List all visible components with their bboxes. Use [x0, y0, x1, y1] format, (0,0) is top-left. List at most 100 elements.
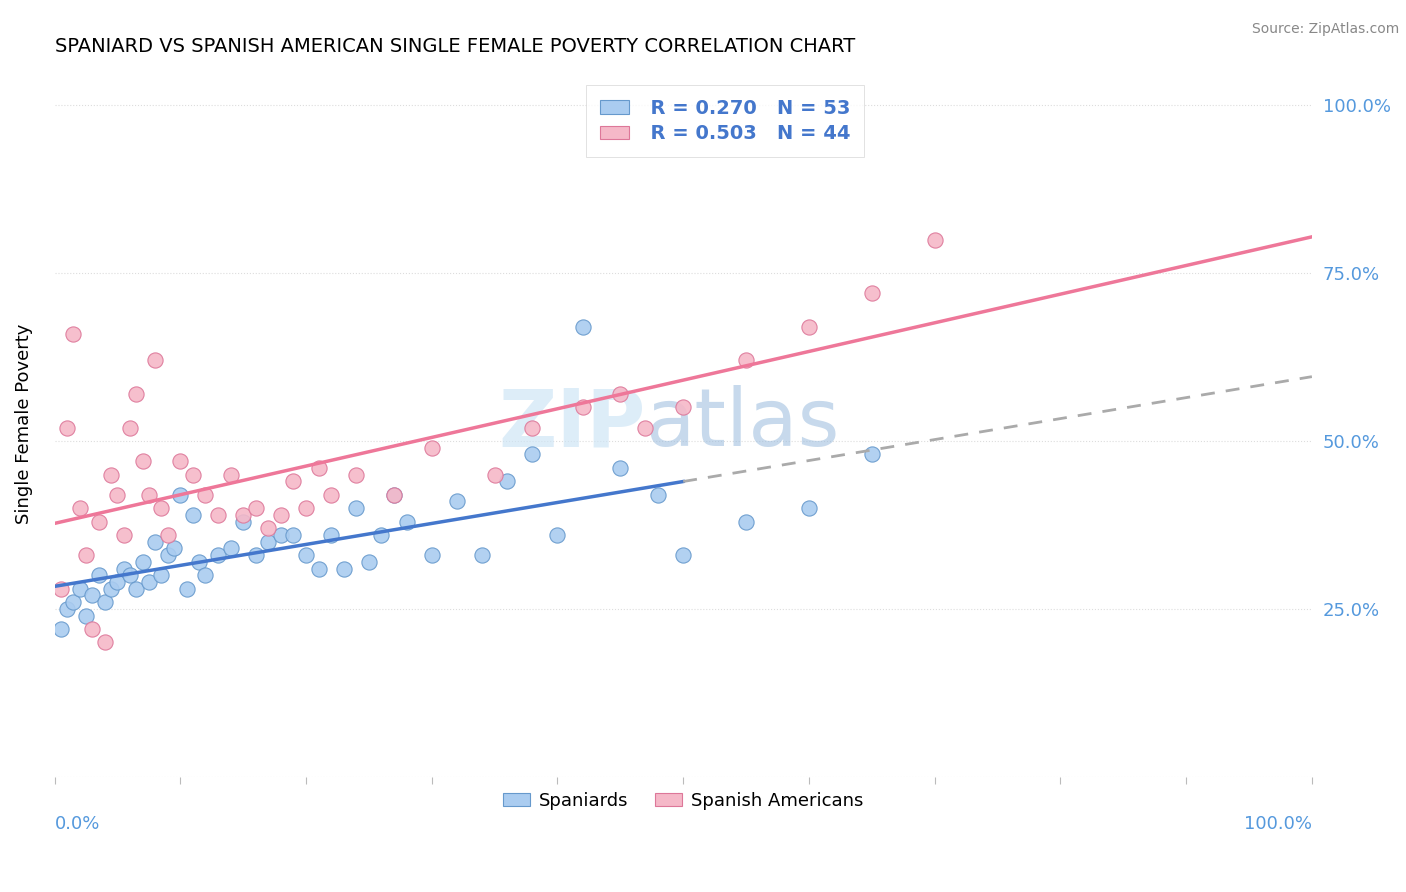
Point	[321, 528, 343, 542]
Point	[163, 541, 186, 556]
Text: SPANIARD VS SPANISH AMERICAN SINGLE FEMALE POVERTY CORRELATION CHART: SPANIARD VS SPANISH AMERICAN SINGLE FEMA…	[55, 37, 855, 56]
Point	[49, 622, 72, 636]
Point	[308, 460, 330, 475]
Point	[56, 602, 79, 616]
Point	[156, 548, 179, 562]
Point	[860, 447, 883, 461]
Point	[82, 588, 104, 602]
Point	[87, 568, 110, 582]
Point	[395, 515, 418, 529]
Point	[87, 515, 110, 529]
Point	[118, 420, 141, 434]
Point	[672, 401, 695, 415]
Point	[370, 528, 392, 542]
Point	[82, 622, 104, 636]
Point	[94, 635, 117, 649]
Point	[295, 501, 318, 516]
Legend: Spaniards, Spanish Americans: Spaniards, Spanish Americans	[495, 784, 872, 817]
Point	[344, 501, 367, 516]
Point	[207, 548, 229, 562]
Point	[62, 595, 84, 609]
Point	[181, 467, 204, 482]
Point	[571, 401, 593, 415]
Point	[797, 501, 820, 516]
Point	[207, 508, 229, 522]
Point	[125, 582, 148, 596]
Point	[49, 582, 72, 596]
Point	[797, 319, 820, 334]
Text: 100.0%: 100.0%	[1244, 815, 1312, 833]
Point	[735, 515, 758, 529]
Point	[357, 555, 380, 569]
Point	[672, 548, 695, 562]
Point	[105, 488, 128, 502]
Point	[194, 568, 217, 582]
Point	[150, 501, 173, 516]
Point	[609, 460, 631, 475]
Point	[75, 608, 97, 623]
Point	[446, 494, 468, 508]
Point	[100, 467, 122, 482]
Point	[522, 447, 544, 461]
Point	[69, 582, 91, 596]
Point	[131, 555, 153, 569]
Point	[194, 488, 217, 502]
Point	[647, 488, 669, 502]
Point	[118, 568, 141, 582]
Point	[94, 595, 117, 609]
Text: 0.0%: 0.0%	[55, 815, 100, 833]
Point	[112, 528, 135, 542]
Point	[270, 528, 292, 542]
Point	[100, 582, 122, 596]
Point	[382, 488, 405, 502]
Point	[219, 467, 242, 482]
Point	[332, 561, 354, 575]
Point	[471, 548, 494, 562]
Point	[131, 454, 153, 468]
Point	[634, 420, 657, 434]
Point	[382, 488, 405, 502]
Point	[219, 541, 242, 556]
Point	[420, 441, 443, 455]
Point	[156, 528, 179, 542]
Point	[181, 508, 204, 522]
Point	[69, 501, 91, 516]
Point	[232, 508, 254, 522]
Point	[105, 574, 128, 589]
Point	[112, 561, 135, 575]
Point	[138, 574, 160, 589]
Point	[169, 454, 191, 468]
Point	[420, 548, 443, 562]
Point	[62, 326, 84, 341]
Point	[125, 387, 148, 401]
Text: atlas: atlas	[645, 385, 839, 463]
Point	[188, 555, 211, 569]
Point	[496, 475, 519, 489]
Point	[232, 515, 254, 529]
Point	[270, 508, 292, 522]
Point	[735, 353, 758, 368]
Y-axis label: Single Female Poverty: Single Female Poverty	[15, 324, 32, 524]
Point	[860, 286, 883, 301]
Point	[283, 528, 305, 542]
Point	[143, 534, 166, 549]
Point	[56, 420, 79, 434]
Point	[245, 548, 267, 562]
Point	[176, 582, 198, 596]
Point	[257, 534, 280, 549]
Point	[150, 568, 173, 582]
Point	[484, 467, 506, 482]
Point	[75, 548, 97, 562]
Point	[571, 319, 593, 334]
Point	[143, 353, 166, 368]
Point	[546, 528, 568, 542]
Text: Source: ZipAtlas.com: Source: ZipAtlas.com	[1251, 22, 1399, 37]
Point	[245, 501, 267, 516]
Point	[257, 521, 280, 535]
Point	[924, 233, 946, 247]
Point	[609, 387, 631, 401]
Point	[295, 548, 318, 562]
Point	[283, 475, 305, 489]
Point	[138, 488, 160, 502]
Point	[321, 488, 343, 502]
